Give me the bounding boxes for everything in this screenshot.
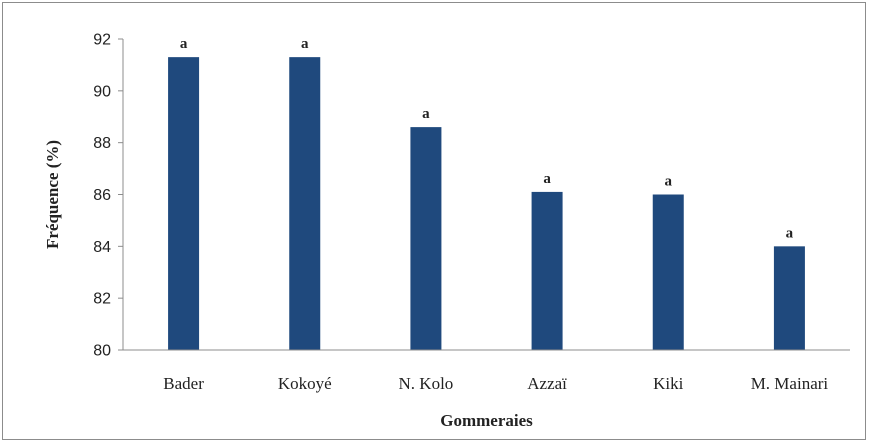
y-tick-label: 86: [93, 187, 111, 204]
y-tick-label: 82: [93, 291, 111, 308]
bar-data-label: a: [422, 106, 430, 122]
bar-data-label: a: [301, 36, 309, 52]
bar-data-label: a: [180, 36, 188, 52]
x-category-label: Bader: [163, 374, 204, 393]
x-category-label: Azzaï: [527, 374, 567, 393]
y-tick-label: 88: [93, 135, 111, 152]
bar-data-label: a: [786, 225, 794, 241]
bar: [773, 246, 805, 350]
bar: [289, 57, 321, 351]
x-axis: Bader Kokoyé N. Kolo Azzaï Kiki M. Mainari: [123, 349, 850, 393]
y-tick-label: 80: [93, 343, 111, 360]
x-category-label: M. Mainari: [751, 374, 829, 393]
y-tick-label: 84: [93, 239, 111, 256]
x-axis-title: Gommeraies: [440, 411, 533, 430]
y-axis: 80 82 84 86 88 90 92: [93, 32, 124, 360]
bar-data-label: a: [665, 174, 673, 190]
x-category-label: Kiki: [653, 374, 684, 393]
y-axis-title: Fréquence (%): [43, 140, 62, 249]
y-tick-label: 92: [93, 32, 111, 49]
y-tick-label: 90: [93, 83, 111, 100]
bar-data-label: a: [543, 171, 551, 187]
bar: [168, 57, 200, 351]
x-category-label: Kokoyé: [278, 374, 332, 393]
bar: [531, 191, 563, 350]
bar: [410, 127, 442, 350]
bar: [652, 194, 684, 350]
bars: a a a a a a: [168, 36, 805, 351]
x-category-label: N. Kolo: [399, 374, 454, 393]
